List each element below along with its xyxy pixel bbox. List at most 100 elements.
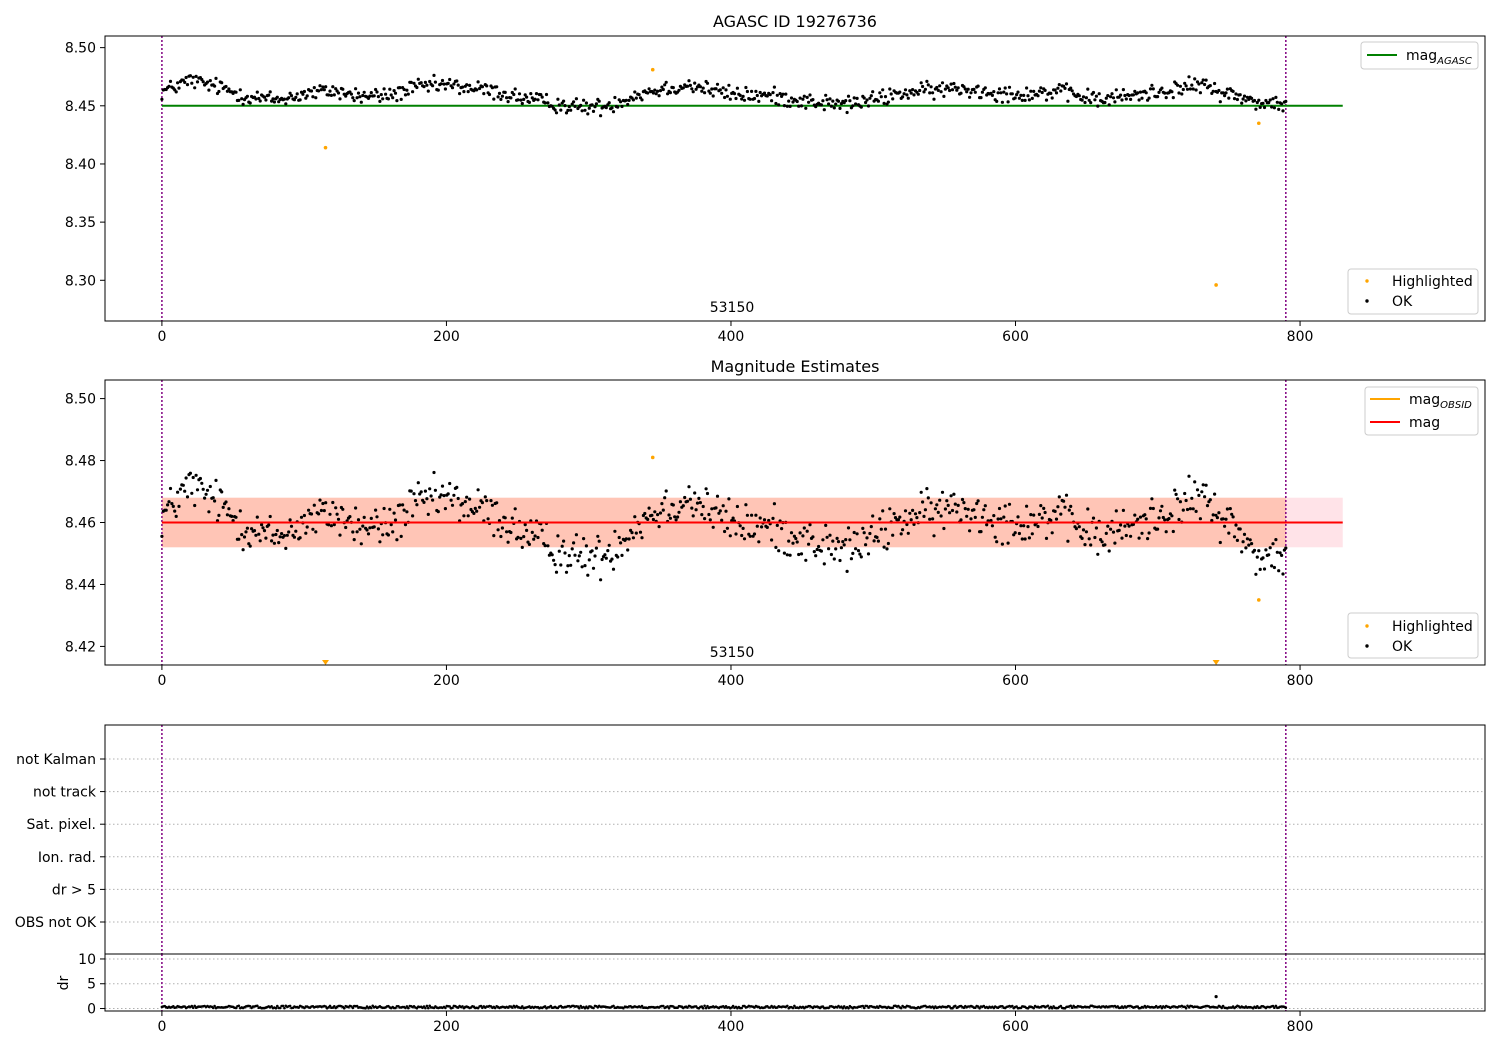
ok-point (442, 494, 446, 498)
ok-point (277, 541, 281, 545)
ok-point (711, 94, 715, 98)
ok-point (376, 527, 380, 531)
ok-point (359, 542, 363, 546)
ok-point (586, 112, 590, 116)
ok-point (590, 549, 594, 553)
ok-point (794, 536, 798, 541)
ok-point (1247, 543, 1251, 547)
dr-point (521, 1005, 524, 1008)
ok-point (778, 92, 782, 96)
ok-point (1103, 543, 1107, 547)
ok-point (643, 511, 647, 516)
ok-point (181, 483, 185, 487)
ok-point (935, 503, 939, 507)
ok-point (177, 86, 181, 90)
ok-point (448, 77, 452, 82)
ok-point (765, 94, 769, 98)
ok-point (516, 535, 520, 540)
ok-point (485, 84, 489, 88)
ok-point (980, 515, 985, 519)
ok-point (1250, 542, 1254, 546)
dr-point (193, 1004, 196, 1008)
ok-point (671, 503, 675, 507)
ok-point (1148, 87, 1153, 91)
ok-point (945, 499, 949, 503)
ok-point (234, 515, 238, 519)
ok-point (372, 94, 376, 98)
ok-point (774, 545, 778, 550)
ok-point (745, 89, 750, 94)
ok-point (354, 87, 358, 91)
panel-agasc-y-ticks: 8.30 8.35 8.40 8.45 8.50 (65, 41, 105, 289)
ok-point (611, 110, 616, 114)
flag-category-label: not track (33, 785, 97, 801)
ok-point (483, 495, 487, 499)
ok-point (1096, 104, 1100, 108)
highlighted-point (1256, 598, 1261, 602)
ok-point (868, 96, 872, 100)
ok-point (805, 95, 809, 99)
ok-point (190, 491, 194, 495)
ok-point (718, 88, 722, 92)
ok-point (1123, 524, 1127, 528)
ok-point (349, 92, 353, 96)
ok-point (245, 526, 249, 530)
ok-point (422, 85, 426, 89)
ok-point (995, 540, 999, 544)
ok-point (909, 91, 913, 95)
ok-point (369, 516, 373, 521)
x-tick-label: 200 (433, 673, 460, 689)
ok-point (735, 86, 740, 90)
ok-point (681, 86, 685, 90)
ok-point (406, 92, 410, 96)
ok-point (599, 578, 603, 582)
ok-point (1151, 506, 1155, 511)
ok-point (1133, 89, 1137, 93)
ok-point (517, 92, 522, 96)
ok-point (1059, 512, 1063, 516)
ok-point (509, 96, 513, 100)
ok-point (755, 524, 759, 528)
dr-point (786, 1004, 789, 1008)
ok-point (1086, 87, 1090, 91)
ok-point (338, 97, 342, 101)
ok-point (475, 88, 479, 92)
ok-point (788, 553, 792, 557)
ok-point (1200, 81, 1204, 85)
ok-point (1244, 546, 1248, 550)
ok-point (727, 497, 731, 501)
ok-point (634, 531, 638, 535)
ok-point (1170, 514, 1174, 518)
ok-point (661, 508, 665, 512)
ok-point (327, 93, 331, 97)
ok-point (227, 507, 231, 511)
ok-point (1258, 105, 1262, 109)
ok-point (613, 95, 617, 100)
dr-point (511, 1006, 514, 1009)
ok-point (1064, 82, 1069, 86)
ok-point (710, 507, 714, 511)
ok-point (940, 490, 945, 494)
ok-point (1081, 528, 1086, 532)
x-tick-label: 0 (157, 1019, 166, 1035)
ok-point (1022, 93, 1026, 97)
ok-point (666, 92, 670, 96)
ok-point (267, 523, 271, 527)
ok-point (1131, 522, 1135, 527)
ok-point (193, 86, 197, 90)
ok-point (624, 537, 628, 541)
ok-point (651, 91, 656, 95)
ok-point (727, 83, 731, 87)
ok-point (755, 93, 759, 98)
ok-point (1234, 523, 1238, 527)
legend-label-mag: mag (1409, 415, 1440, 431)
ok-point (262, 529, 267, 533)
ok-point (227, 87, 231, 91)
ok-point (1272, 106, 1276, 110)
ok-point (336, 91, 341, 95)
ok-point (522, 97, 526, 101)
ok-point (480, 85, 484, 89)
ok-point (744, 85, 748, 90)
ok-point (1062, 499, 1066, 503)
ok-point (562, 539, 566, 543)
